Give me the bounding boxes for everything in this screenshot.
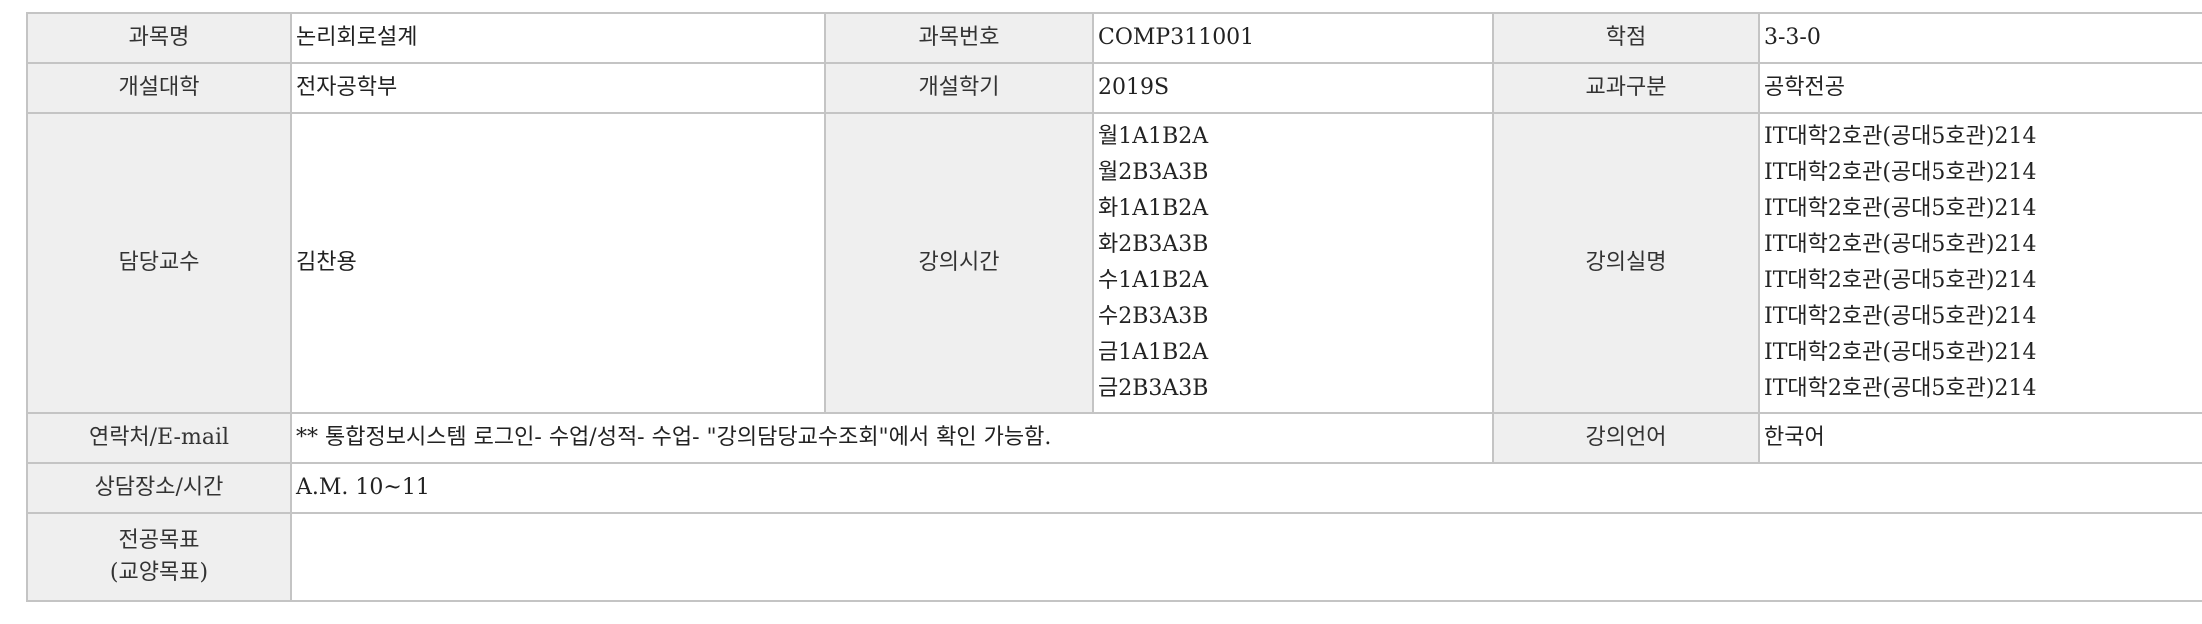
contact-value: ** 통합정보시스템 로그인- 수업/성적- 수업- "강의담당교수조회"에서 … [290, 412, 1494, 464]
lecture-room-item: IT대학2호관(공대5호관)214 [1764, 304, 2037, 329]
table-row: 상담장소/시간 A.M. 10~11 [26, 462, 2202, 514]
table-row: 전공목표 (교양목표) [26, 512, 2202, 602]
contact-label: 연락처/E-mail [26, 412, 292, 464]
lecture-room-item: IT대학2호관(공대5호관)214 [1764, 268, 2037, 293]
lecture-room-item: IT대학2호관(공대5호관)214 [1764, 124, 2037, 149]
table-row: 연락처/E-mail ** 통합정보시스템 로그인- 수업/성적- 수업- "강… [26, 412, 2202, 464]
category-value: 공학전공 [1758, 62, 2202, 114]
table-row: 개설대학 전자공학부 개설학기 2019S 교과구분 공학전공 [26, 62, 2202, 114]
table-row: 담당교수 김찬용 강의시간 월1A1B2A 월2B3A3B 화1A1B2A 화2… [26, 112, 2202, 414]
course-code-label: 과목번호 [824, 12, 1094, 64]
lecture-room-item: IT대학2호관(공대5호관)214 [1764, 232, 2037, 257]
lecture-room-item: IT대학2호관(공대5호관)214 [1764, 160, 2037, 185]
lecture-room-list: IT대학2호관(공대5호관)214 IT대학2호관(공대5호관)214 IT대학… [1758, 112, 2202, 414]
semester-label: 개설학기 [824, 62, 1094, 114]
language-value: 한국어 [1758, 412, 2202, 464]
professor-value: 김찬용 [290, 112, 826, 414]
table-row: 과목명 논리회로설계 과목번호 COMP311001 학점 3-3-0 [26, 12, 2202, 64]
lecture-room-label: 강의실명 [1492, 112, 1760, 414]
office-hours-value: A.M. 10~11 [290, 462, 2202, 514]
lecture-room-item: IT대학2호관(공대5호관)214 [1764, 196, 2037, 221]
objective-label: 전공목표 (교양목표) [26, 512, 292, 602]
course-name-label: 과목명 [26, 12, 292, 64]
lecture-time-item: 월1A1B2A [1098, 124, 1209, 149]
lecture-time-label: 강의시간 [824, 112, 1094, 414]
lecture-time-list: 월1A1B2A 월2B3A3B 화1A1B2A 화2B3A3B 수1A1B2A … [1092, 112, 1494, 414]
course-name-value: 논리회로설계 [290, 12, 826, 64]
credit-label: 학점 [1492, 12, 1760, 64]
professor-label: 담당교수 [26, 112, 292, 414]
objective-value [290, 512, 2202, 602]
lecture-room-item: IT대학2호관(공대5호관)214 [1764, 340, 2037, 365]
objective-label-line: 전공목표 [118, 528, 200, 553]
lecture-room-item: IT대학2호관(공대5호관)214 [1764, 376, 2037, 401]
lecture-time-item: 수2B3A3B [1098, 304, 1209, 329]
credit-value: 3-3-0 [1758, 12, 2202, 64]
course-code-value: COMP311001 [1092, 12, 1494, 64]
college-value: 전자공학부 [290, 62, 826, 114]
objective-label-line: (교양목표) [109, 560, 209, 585]
category-label: 교과구분 [1492, 62, 1760, 114]
lecture-time-item: 수1A1B2A [1098, 268, 1209, 293]
college-label: 개설대학 [26, 62, 292, 114]
lecture-time-item: 월2B3A3B [1098, 160, 1209, 185]
lecture-time-item: 금2B3A3B [1098, 376, 1209, 401]
lecture-time-item: 화1A1B2A [1098, 196, 1209, 221]
lecture-time-item: 금1A1B2A [1098, 340, 1209, 365]
language-label: 강의언어 [1492, 412, 1760, 464]
lecture-time-item: 화2B3A3B [1098, 232, 1209, 257]
office-hours-label: 상담장소/시간 [26, 462, 292, 514]
semester-value: 2019S [1092, 62, 1494, 114]
course-info-table: 과목명 논리회로설계 과목번호 COMP311001 학점 3-3-0 개설대학… [26, 12, 2202, 602]
